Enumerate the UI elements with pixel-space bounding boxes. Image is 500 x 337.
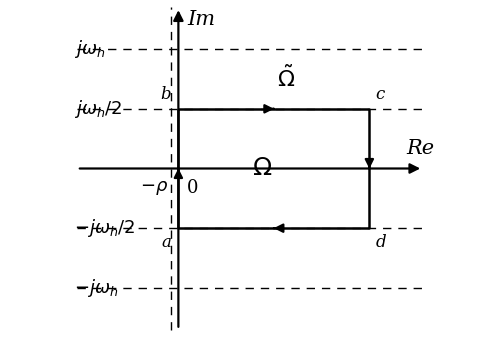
Text: $-j\omega_h/2$: $-j\omega_h/2$	[74, 217, 135, 239]
Text: d: d	[376, 234, 386, 251]
Text: $-j\omega_h$: $-j\omega_h$	[74, 277, 118, 299]
Text: $j\omega_h$: $j\omega_h$	[74, 38, 105, 60]
Text: Re: Re	[406, 139, 434, 158]
Text: $\Omega$: $\Omega$	[252, 157, 272, 180]
Text: $-\rho$: $-\rho$	[140, 179, 168, 197]
Text: $j\omega_h/2$: $j\omega_h/2$	[74, 98, 122, 120]
Text: b: b	[160, 86, 171, 103]
Text: Im: Im	[188, 10, 216, 29]
Text: $\tilde{\Omega}$: $\tilde{\Omega}$	[276, 66, 295, 92]
Text: a: a	[162, 234, 171, 251]
Text: 0: 0	[188, 179, 199, 197]
Text: c: c	[376, 86, 384, 103]
